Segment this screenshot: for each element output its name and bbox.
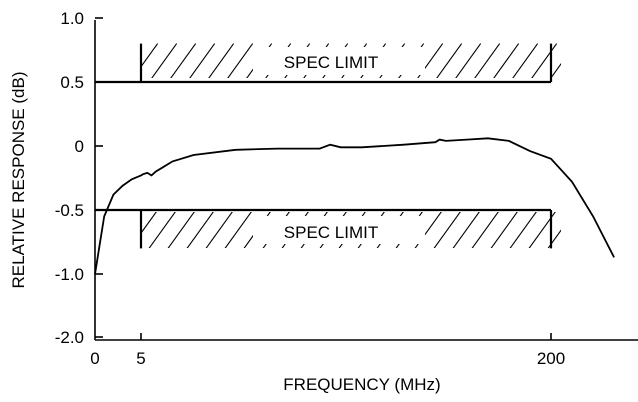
hatch-line — [151, 43, 178, 78]
hatch-line — [547, 229, 561, 248]
hatch-line — [205, 212, 233, 248]
y-tick-label: -0.5 — [55, 201, 84, 220]
upper-spec-label-bg — [253, 47, 425, 75]
hatch-line — [189, 43, 216, 78]
hatch-line — [452, 212, 480, 248]
hatch-line — [433, 212, 461, 248]
y-tick-label: -1.0 — [55, 265, 84, 284]
y-tick-label: 1.0 — [60, 9, 84, 28]
x-tick-label: 5 — [136, 349, 145, 368]
y-tick-label: 0.5 — [60, 73, 84, 92]
y-tick-label: -2.0 — [55, 328, 84, 347]
y-ticks: 1.0 0.5 0 -0.5 -1.0 -2.0 — [55, 9, 103, 347]
hatch-line — [512, 43, 539, 78]
hatch-line — [474, 43, 501, 78]
upper-spec-limit-label: SPEC LIMIT — [284, 53, 378, 72]
hatch-line — [148, 212, 176, 248]
x-axis-label: FREQUENCY (MHz) — [283, 375, 440, 394]
hatch-line — [227, 43, 254, 78]
x-tick-label: 200 — [537, 349, 565, 368]
hatch-line — [471, 212, 499, 248]
y-tick-label: 0 — [75, 137, 84, 156]
y-axis-label: RELATIVE RESPONSE (dB) — [9, 72, 28, 289]
hatch-line — [167, 212, 195, 248]
spec-limit-frames — [95, 43, 553, 249]
hatch-line — [141, 43, 159, 68]
hatch-line — [170, 43, 197, 78]
hatch-line — [224, 212, 252, 248]
response-curve — [94, 137, 615, 275]
hatch-line — [490, 212, 518, 248]
hatch-line — [567, 210, 595, 248]
hatch-line — [455, 43, 482, 78]
hatch-line — [208, 43, 235, 78]
hatch-line — [186, 212, 214, 248]
hatch-line — [567, 44, 595, 82]
x-ticks: 0 5 200 — [90, 333, 565, 368]
hatch-line — [141, 212, 157, 235]
lower-spec-label-bg — [253, 216, 425, 244]
hatch-line — [586, 44, 614, 82]
hatch-line — [493, 43, 520, 78]
hatch-line — [436, 43, 463, 78]
x-tick-label: 0 — [90, 349, 99, 368]
lower-spec-limit-label: SPEC LIMIT — [284, 223, 378, 242]
hatch-line — [417, 43, 444, 78]
hatch-line — [550, 63, 561, 78]
hatch-line — [509, 212, 537, 248]
